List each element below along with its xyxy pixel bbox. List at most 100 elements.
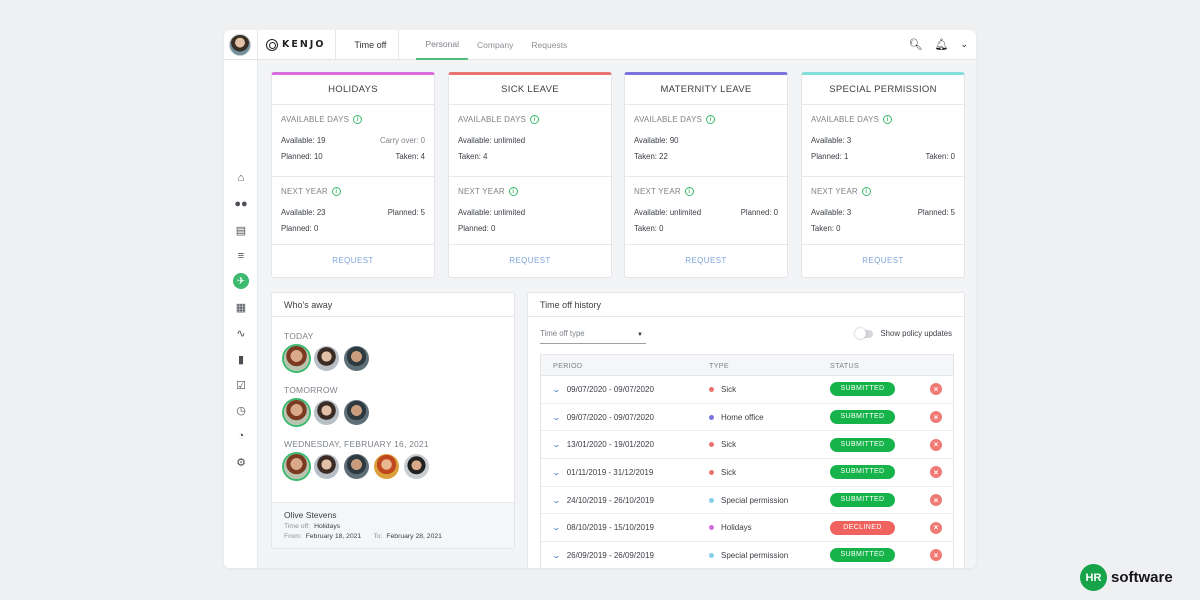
info-icon[interactable]: i bbox=[530, 115, 540, 124]
request-button[interactable]: REQUEST bbox=[685, 256, 727, 265]
request-button[interactable]: REQUEST bbox=[509, 256, 551, 265]
info-icon[interactable]: i bbox=[861, 187, 871, 196]
avatar[interactable] bbox=[344, 400, 369, 425]
toggle-switch[interactable] bbox=[855, 327, 874, 339]
status-badge: SUBMITTED bbox=[830, 410, 895, 425]
status-cell: SUBMITTED bbox=[830, 465, 895, 480]
table-row[interactable]: ⌄ 26/09/2019 - 26/09/2019 Special permissi… bbox=[541, 542, 953, 568]
expand-chevron-icon[interactable]: ⌄ bbox=[551, 440, 562, 450]
stat-row: Available: unlimited Planned: 0 bbox=[634, 208, 778, 217]
cancel-request-icon[interactable]: × bbox=[930, 411, 942, 424]
stat-row: Available: 19 Carry over: 0 bbox=[281, 136, 425, 145]
info-icon[interactable]: i bbox=[684, 187, 694, 196]
cancel-request-icon[interactable]: × bbox=[930, 494, 942, 507]
user-avatar[interactable] bbox=[229, 33, 251, 56]
policy-title: SICK LEAVE bbox=[449, 75, 611, 105]
policy-title: HOLIDAYS bbox=[272, 75, 434, 105]
calendar-icon[interactable]: ▦ bbox=[235, 301, 247, 314]
policy-updates-toggle[interactable]: Show policy updates bbox=[855, 327, 952, 339]
logo-text: KENJO bbox=[282, 39, 326, 50]
tab-personal[interactable]: Personal bbox=[416, 30, 468, 60]
dashboard-icon[interactable]: ◔ bbox=[237, 430, 245, 442]
stat-row: Available: 90 bbox=[634, 136, 778, 145]
plane-icon[interactable]: ✈︎ bbox=[233, 273, 249, 289]
stat: Planned: 10 bbox=[281, 152, 323, 161]
table-row[interactable]: ⌄ 01/11/2019 - 31/12/2019 Sick SUBMITTED × bbox=[541, 459, 953, 487]
period-text: 26/09/2019 - 26/09/2019 bbox=[566, 550, 654, 560]
avatar[interactable] bbox=[314, 454, 339, 479]
stat-row: Available: 3 bbox=[811, 136, 955, 145]
stat: Planned: 5 bbox=[917, 208, 955, 217]
label: From: bbox=[284, 533, 302, 540]
expand-chevron-icon[interactable]: ⌄ bbox=[551, 523, 562, 533]
type-color-dot bbox=[709, 469, 714, 475]
policy-card-holidays: HOLIDAYS AVAILABLE DAYS i Available: 19 Ca… bbox=[271, 72, 435, 278]
info-icon[interactable]: i bbox=[353, 115, 363, 124]
tab-requests[interactable]: Requests bbox=[531, 39, 568, 50]
cancel-request-icon[interactable]: × bbox=[930, 466, 942, 479]
checklist-icon[interactable]: ☑ bbox=[236, 379, 246, 392]
table-row[interactable]: ⌄ 13/01/2020 - 19/01/2020 Sick SUBMITTED × bbox=[541, 431, 953, 460]
period-cell: ⌄ 08/10/2019 - 15/10/2019 bbox=[551, 523, 654, 533]
avatar[interactable] bbox=[344, 454, 369, 479]
info-icon[interactable]: i bbox=[331, 187, 341, 196]
avatar[interactable] bbox=[284, 454, 309, 479]
cancel-request-icon[interactable]: × bbox=[930, 549, 942, 562]
type-color-dot bbox=[709, 386, 714, 392]
avatar[interactable] bbox=[284, 400, 309, 425]
pulse-icon[interactable]: ∿ bbox=[236, 327, 246, 340]
document-list-icon[interactable]: ≡ bbox=[237, 250, 245, 262]
type-text: Special permission bbox=[721, 550, 789, 560]
date-line: From: February 18, 2021 To: February 28, 20… bbox=[284, 533, 502, 540]
table-row[interactable]: ⌄ 24/10/2019 - 26/10/2019 Special permissi… bbox=[541, 487, 953, 515]
info-icon[interactable]: i bbox=[883, 115, 893, 124]
stat: Taken: 4 bbox=[458, 152, 488, 161]
type-cell: Holidays bbox=[709, 523, 752, 532]
section-label: AVAILABLE DAYS i bbox=[634, 105, 778, 124]
label: Time off: bbox=[284, 523, 311, 530]
briefcase-icon[interactable]: ▤ bbox=[235, 224, 247, 237]
history-table: PERIOD TYPE STATUS ⌄ 09/07/2020 - 09/07/2… bbox=[540, 354, 954, 568]
expand-chevron-icon[interactable]: ⌄ bbox=[551, 467, 562, 477]
table-row[interactable]: ⌄ 08/10/2019 - 15/10/2019 Holidays DECLINED… bbox=[541, 514, 953, 543]
kenjo-logo[interactable]: KENJO bbox=[266, 38, 326, 51]
avatar[interactable] bbox=[314, 400, 339, 425]
tab-company[interactable]: Company bbox=[477, 39, 514, 50]
request-button[interactable]: REQUEST bbox=[862, 256, 904, 265]
cancel-request-icon[interactable]: × bbox=[930, 521, 942, 534]
expand-chevron-icon[interactable]: ⌄ bbox=[551, 495, 562, 505]
stat: Taken: 0 bbox=[925, 152, 955, 161]
cancel-request-icon[interactable]: × bbox=[930, 438, 942, 451]
section-label-text: AVAILABLE DAYS bbox=[634, 115, 703, 124]
bell-icon[interactable]: 🔔︎ bbox=[934, 39, 949, 51]
home-icon[interactable]: ⌂ bbox=[237, 172, 245, 184]
info-icon[interactable]: i bbox=[706, 115, 716, 124]
avatar[interactable] bbox=[284, 346, 309, 371]
section-label-text: NEXT YEAR bbox=[811, 187, 858, 196]
clock-icon[interactable]: ◷ bbox=[236, 404, 246, 417]
chevron-down-icon[interactable]: ⌄ bbox=[960, 39, 968, 49]
table-row[interactable]: ⌄ 09/07/2020 - 09/07/2020 Sick SUBMITTED × bbox=[541, 376, 953, 404]
section-label-text: NEXT YEAR bbox=[281, 187, 328, 196]
type-text: Home office bbox=[721, 412, 764, 422]
time-off-type-select[interactable]: Time off type ▼ bbox=[540, 329, 646, 344]
avatar-row bbox=[284, 454, 429, 479]
cancel-request-icon[interactable]: × bbox=[930, 383, 942, 396]
avatar[interactable] bbox=[374, 454, 399, 479]
stat: Carry over: 0 bbox=[379, 136, 425, 145]
expand-chevron-icon[interactable]: ⌄ bbox=[551, 550, 562, 560]
bar-chart-icon[interactable]: ▮ bbox=[237, 353, 245, 366]
settings-icon[interactable]: ⚙︎ bbox=[236, 456, 246, 469]
type-text: Sick bbox=[721, 467, 737, 477]
expand-chevron-icon[interactable]: ⌄ bbox=[551, 384, 562, 394]
table-row[interactable]: ⌄ 09/07/2020 - 09/07/2020 Home office SUBMI… bbox=[541, 404, 953, 432]
selected-person-details: Olive Stevens Time off: Holidays From: Feb… bbox=[272, 502, 514, 548]
info-icon[interactable]: i bbox=[508, 187, 518, 196]
avatar[interactable] bbox=[404, 454, 429, 479]
expand-chevron-icon[interactable]: ⌄ bbox=[551, 412, 562, 422]
avatar[interactable] bbox=[344, 346, 369, 371]
avatar[interactable] bbox=[314, 346, 339, 371]
people-icon[interactable]: ●● bbox=[234, 198, 248, 210]
search-icon[interactable]: 🔍︎ bbox=[908, 39, 923, 51]
request-button[interactable]: REQUEST bbox=[332, 256, 374, 265]
